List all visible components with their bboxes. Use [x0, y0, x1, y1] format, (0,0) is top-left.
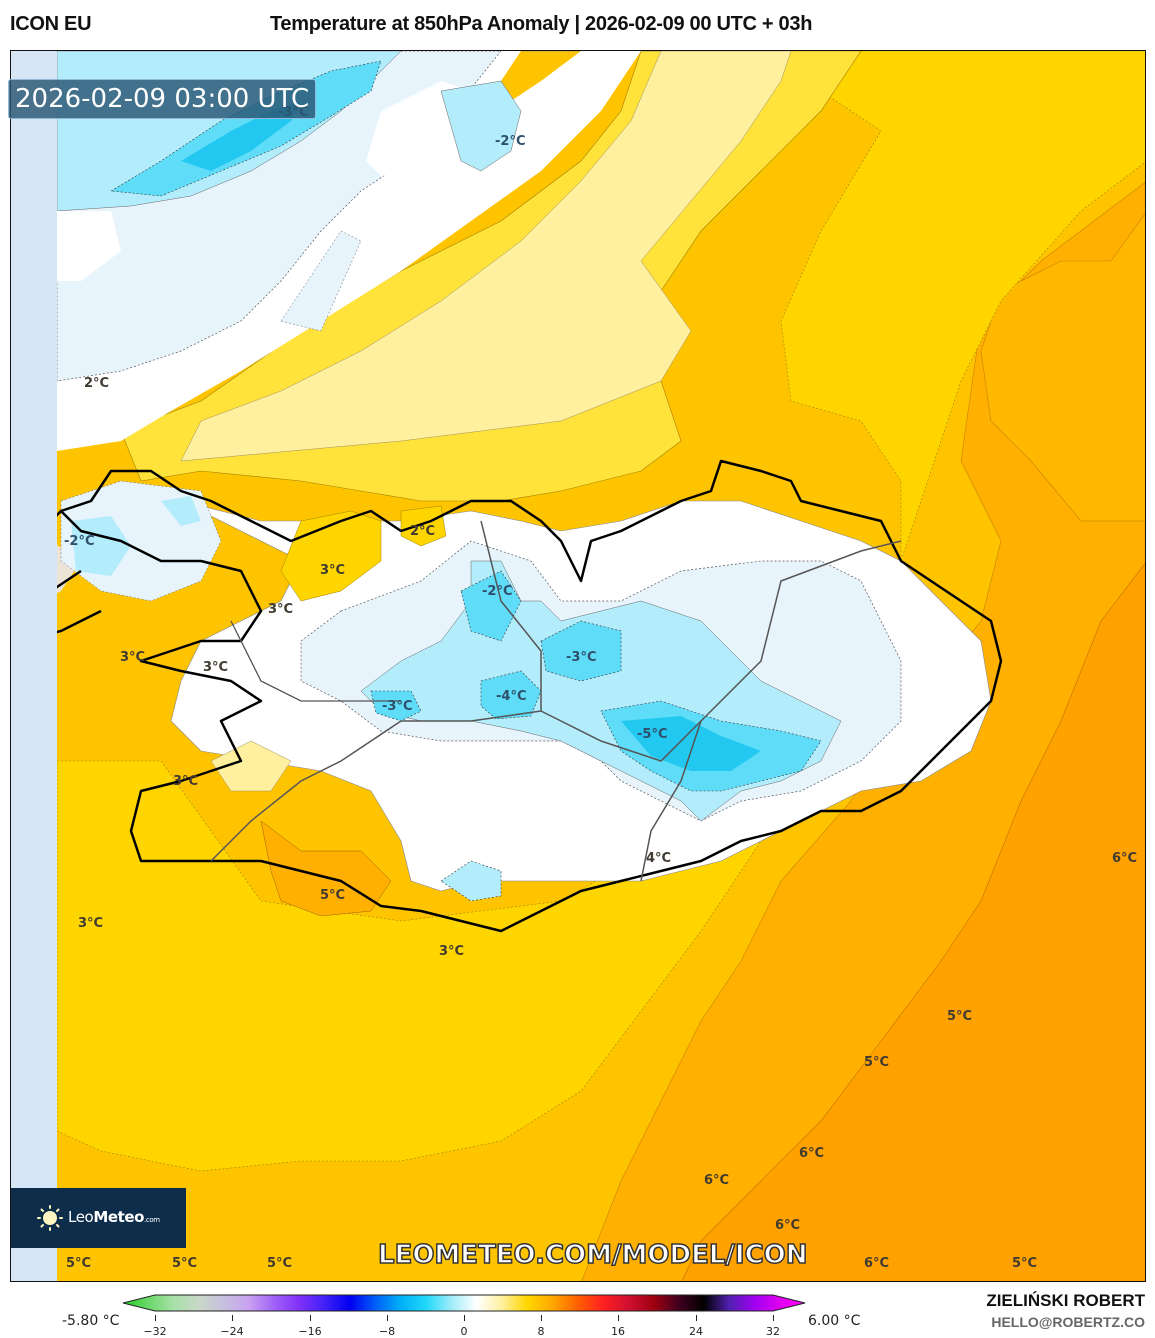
contour-label: 3°C — [268, 602, 294, 617]
colorbar-gradient — [122, 1294, 806, 1312]
map-title: Temperature at 850hPa Anomaly | 2026-02-… — [270, 13, 813, 35]
colorbar-tickmark — [773, 1315, 774, 1321]
author-email: HELLO@ROBERTZ.CO — [991, 1314, 1145, 1330]
colorbar-tickmark — [387, 1315, 388, 1321]
anomaly-map — [11, 51, 1145, 1281]
contour-label: 3°C — [320, 563, 346, 578]
contour-label: 3°C — [120, 650, 146, 665]
colorbar-tick-label: −8 — [378, 1325, 396, 1338]
logo-text: LeoMeteo.com — [68, 1208, 160, 1226]
colorbar: -5.80 °C −32 −24 −16 −8 0 8 16 24 32 6.00 °C — [0, 1290, 940, 1338]
colorbar-min-label: -5.80 °C — [62, 1313, 120, 1329]
colorbar-tick-label: 8 — [537, 1325, 545, 1338]
contour-label: 5°C — [1012, 1256, 1038, 1271]
contour-label: 6°C — [799, 1146, 825, 1161]
logo-text-light: Leo — [68, 1208, 94, 1226]
model-name: ICON EU — [10, 13, 92, 35]
colorbar-tickmark — [155, 1315, 156, 1321]
leometeo-logo: LeoMeteo.com — [11, 1188, 186, 1248]
contour-label: 5°C — [267, 1256, 293, 1271]
valid-time-badge: 2026-02-09 03:00 UTC — [8, 79, 317, 119]
contour-label: 6°C — [704, 1173, 730, 1188]
contour-label: -2°C — [495, 134, 526, 149]
colorbar-tick-label: 24 — [689, 1325, 703, 1338]
author-name: ZIELIŃSKI ROBERT — [986, 1291, 1145, 1310]
colorbar-tickmark — [696, 1315, 697, 1321]
contour-label: -3°C — [566, 650, 597, 665]
colorbar-tick-label: −16 — [298, 1325, 322, 1338]
colorbar-max-label: 6.00 °C — [808, 1313, 861, 1329]
contour-label: 5°C — [320, 888, 346, 903]
contour-label: -3°C — [382, 699, 413, 714]
colorbar-tickmark — [618, 1315, 619, 1321]
colorbar-tickmark — [232, 1315, 233, 1321]
contour-label: 3°C — [173, 774, 199, 789]
contour-label: 6°C — [775, 1218, 801, 1233]
contour-label: 5°C — [864, 1055, 890, 1070]
colorbar-tick-label: 0 — [460, 1325, 468, 1338]
contour-label: 2°C — [410, 524, 436, 539]
colorbar-tickmark — [541, 1315, 542, 1321]
colorbar-tickmark — [464, 1315, 465, 1321]
contour-label: -2°C — [64, 534, 95, 549]
logo-text-small: .com — [144, 1216, 160, 1224]
colorbar-tick-label: 32 — [766, 1325, 780, 1338]
colorbar-tickmark — [310, 1315, 311, 1321]
contour-label: 5°C — [947, 1009, 973, 1024]
colorbar-tick-label: −24 — [220, 1325, 244, 1338]
contour-label: 3°C — [78, 916, 104, 931]
contour-label: 3°C — [203, 660, 229, 675]
contour-label: -4°C — [496, 689, 527, 704]
contour-label: 2°C — [84, 376, 110, 391]
contour-label: 4°C — [646, 851, 672, 866]
colorbar-tick-label: 16 — [611, 1325, 625, 1338]
colorbar-tick-label: −32 — [143, 1325, 167, 1338]
contour-label: 5°C — [66, 1256, 92, 1271]
contour-label: -5°C — [637, 727, 668, 742]
header: ICON EU Temperature at 850hPa Anomaly | … — [0, 0, 1155, 50]
url-watermark: LEOMETEO.COM/MODEL/ICON — [377, 1239, 808, 1271]
contour-label: 6°C — [864, 1256, 890, 1271]
logo-text-bold: Meteo — [93, 1208, 145, 1226]
contour-label: -2°C — [482, 584, 513, 599]
map-frame — [10, 50, 1146, 1282]
contour-label: 6°C — [1112, 851, 1138, 866]
sun-icon — [37, 1205, 63, 1231]
contour-label: 3°C — [439, 944, 465, 959]
contour-label: 5°C — [172, 1256, 198, 1271]
map-left-edge-strip — [11, 51, 57, 1281]
